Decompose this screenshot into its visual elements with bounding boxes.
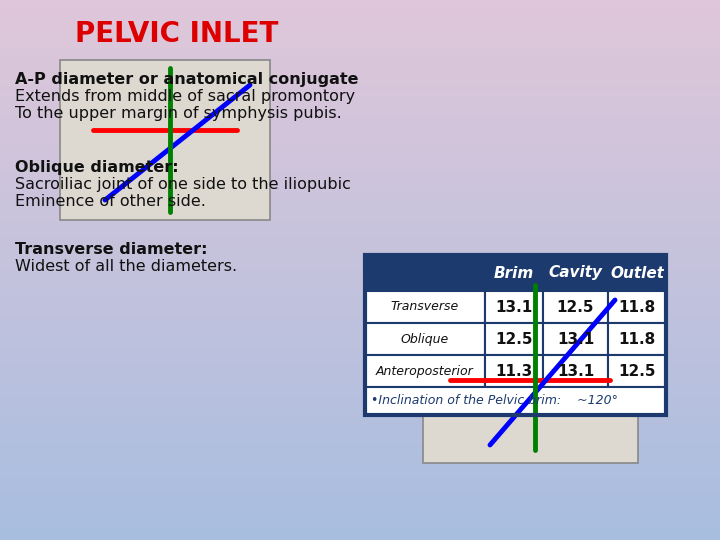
Text: 13.1: 13.1	[495, 300, 533, 314]
Text: Transverse: Transverse	[391, 300, 459, 314]
Text: 13.1: 13.1	[557, 363, 594, 379]
Text: Cavity: Cavity	[549, 266, 603, 280]
Text: 11.8: 11.8	[618, 332, 656, 347]
Bar	[485, 291, 543, 323]
Text: 13.1: 13.1	[557, 332, 594, 347]
Text: Oblique diameter:: Oblique diameter:	[15, 160, 179, 175]
Text: •Inclination of the Pelvic brim:    ~120°: •Inclination of the Pelvic brim: ~120°	[371, 395, 618, 408]
Bar	[365, 323, 485, 355]
Bar	[485, 355, 543, 387]
Bar	[608, 291, 666, 323]
Text: Oblique: Oblique	[401, 333, 449, 346]
Text: Sacroiliac joint of one side to the iliopubic: Sacroiliac joint of one side to the ilio…	[15, 177, 351, 192]
Text: Outlet: Outlet	[610, 266, 664, 280]
Text: 12.5: 12.5	[557, 300, 594, 314]
Text: Extends from middle of sacral promontory: Extends from middle of sacral promontory	[15, 89, 355, 104]
Text: 12.5: 12.5	[495, 332, 533, 347]
Text: Eminence of other side.: Eminence of other side.	[15, 194, 206, 209]
Text: Transverse diameter:: Transverse diameter:	[15, 242, 207, 257]
Text: 12.5: 12.5	[618, 363, 656, 379]
Bar	[543, 291, 608, 323]
Bar	[543, 323, 608, 355]
Bar	[608, 355, 666, 387]
Bar	[365, 387, 666, 415]
Bar	[60, 60, 270, 220]
Bar	[365, 255, 666, 291]
Text: A-P diameter or anatomical conjugate: A-P diameter or anatomical conjugate	[15, 72, 359, 87]
Text: Anteroposterior: Anteroposterior	[376, 364, 474, 377]
Bar	[365, 255, 666, 415]
Bar	[608, 323, 666, 355]
Bar	[365, 355, 485, 387]
Text: PELVIC INLET: PELVIC INLET	[75, 20, 279, 48]
Text: Widest of all the diameters.: Widest of all the diameters.	[15, 259, 237, 274]
Bar	[423, 267, 637, 462]
Text: To the upper margin of symphysis pubis.: To the upper margin of symphysis pubis.	[15, 106, 342, 121]
Bar	[485, 323, 543, 355]
Text: 11.3: 11.3	[495, 363, 533, 379]
Bar	[365, 291, 485, 323]
Text: Brim: Brim	[494, 266, 534, 280]
Bar	[543, 355, 608, 387]
Text: 11.8: 11.8	[618, 300, 656, 314]
